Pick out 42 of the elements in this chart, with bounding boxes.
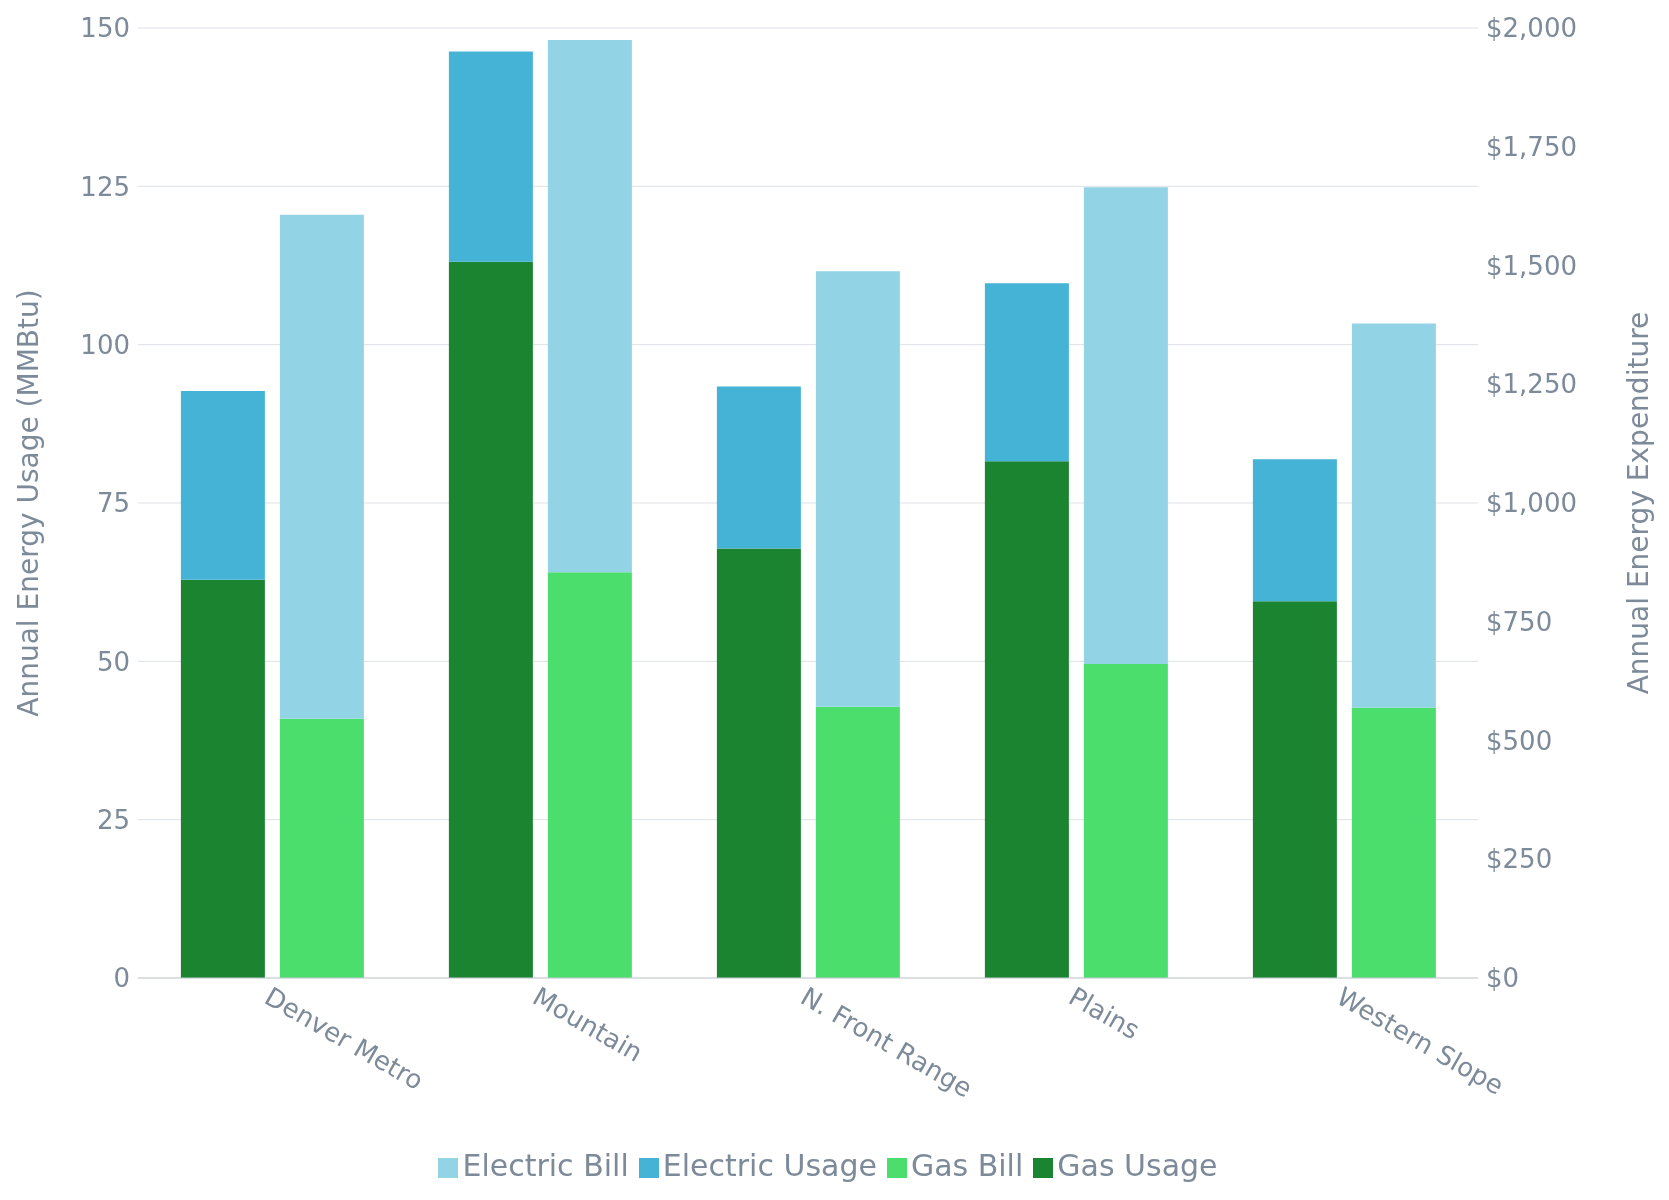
y2-tick-label: $1,750 bbox=[1486, 131, 1577, 162]
y-tick-label: 125 bbox=[80, 171, 130, 202]
y-tick-label: 50 bbox=[96, 646, 130, 677]
bar bbox=[279, 214, 364, 719]
bar bbox=[1351, 707, 1436, 978]
bar bbox=[448, 51, 533, 262]
bar bbox=[1252, 459, 1337, 602]
bar bbox=[448, 261, 533, 978]
bar bbox=[984, 283, 1069, 462]
legend-label: Electric Bill bbox=[462, 1148, 629, 1183]
bar bbox=[716, 386, 801, 549]
y2-tick-label: $0 bbox=[1486, 963, 1520, 994]
bar bbox=[1083, 187, 1168, 665]
bar bbox=[180, 390, 265, 580]
bar bbox=[1252, 601, 1337, 978]
bar bbox=[716, 548, 801, 978]
y2-tick-label: $1,250 bbox=[1486, 369, 1577, 400]
bar bbox=[547, 572, 632, 978]
y2-tick-label: $2,000 bbox=[1486, 13, 1577, 44]
y2-tick-label: $500 bbox=[1486, 725, 1553, 756]
y2-tick-label: $250 bbox=[1486, 844, 1553, 875]
y-axis-title: Annual Energy Usage (MMBtu) bbox=[11, 289, 45, 717]
y2-tick-label: $1,000 bbox=[1486, 488, 1577, 519]
bar bbox=[279, 718, 364, 978]
bar bbox=[547, 39, 632, 573]
y-tick-label: 75 bbox=[96, 488, 130, 519]
bar bbox=[815, 706, 900, 978]
y2-tick-label: $750 bbox=[1486, 606, 1553, 637]
legend-label: Electric Usage bbox=[662, 1148, 877, 1183]
legend-label: Gas Usage bbox=[1057, 1148, 1218, 1183]
y-tick-label: 25 bbox=[96, 804, 130, 835]
bar bbox=[1083, 664, 1168, 978]
y2-axis-title: Annual Energy Expenditure bbox=[1621, 311, 1655, 695]
y2-tick-label: $1,500 bbox=[1486, 250, 1577, 281]
bar bbox=[815, 271, 900, 707]
y-tick-label: 100 bbox=[80, 329, 130, 360]
bar bbox=[180, 579, 265, 978]
legend-label: Gas Bill bbox=[910, 1148, 1024, 1183]
y-tick-label: 150 bbox=[80, 13, 130, 44]
bar bbox=[1351, 323, 1436, 708]
y-tick-label: 0 bbox=[113, 963, 130, 994]
bar bbox=[984, 461, 1069, 978]
